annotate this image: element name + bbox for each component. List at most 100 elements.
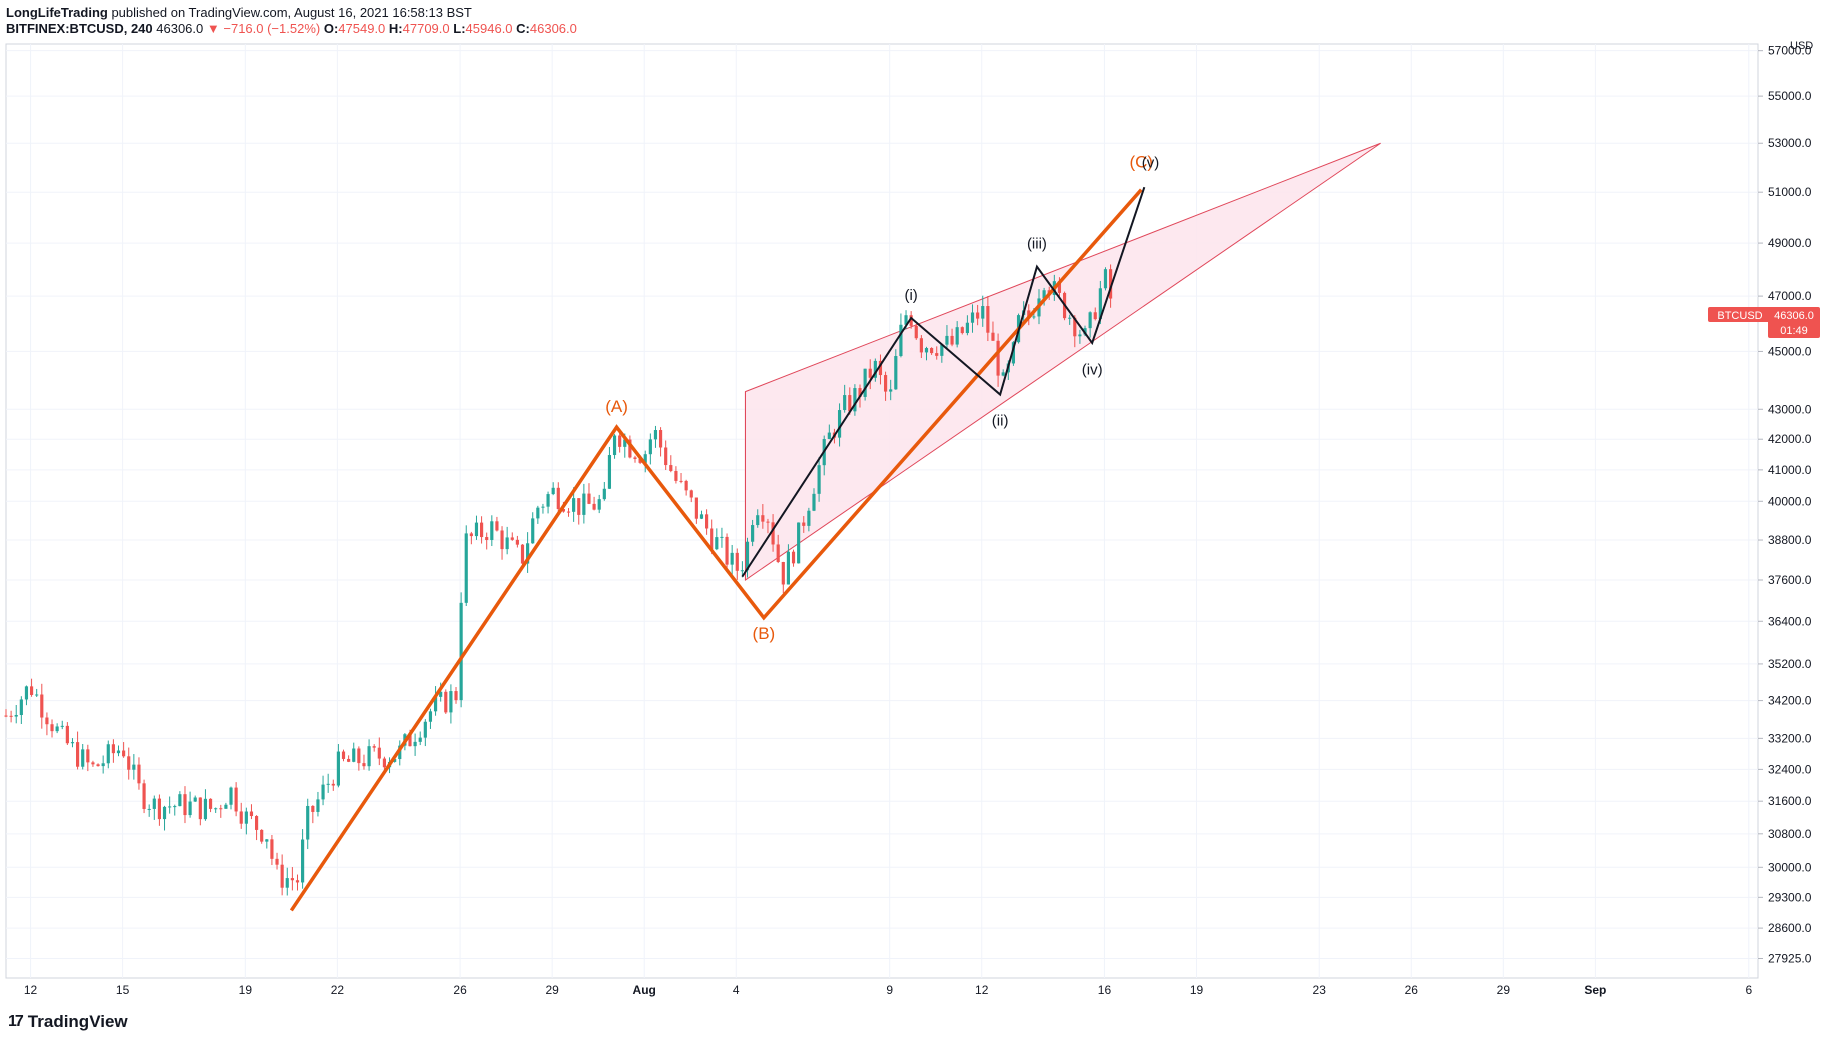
- candle-body: [935, 353, 939, 356]
- candle-body: [101, 763, 105, 767]
- candle-body: [653, 430, 658, 440]
- candle-body: [664, 447, 668, 466]
- candle-body: [341, 751, 346, 759]
- candle-body: [40, 694, 44, 718]
- price-change: ▼ −716.0 (−1.52%): [206, 21, 321, 36]
- author-name[interactable]: LongLifeTrading: [6, 5, 108, 20]
- candle-body: [618, 435, 622, 447]
- open-value: 47549.0: [338, 21, 386, 36]
- tradingview-logo[interactable]: 17 TradingView: [8, 1012, 128, 1032]
- x-tick-label: 26: [453, 983, 467, 997]
- candle-body: [582, 493, 586, 515]
- candle-body: [781, 561, 785, 585]
- candle-body: [81, 749, 85, 767]
- candle-body: [960, 327, 964, 334]
- candle-body: [70, 742, 75, 744]
- candle-body: [638, 458, 642, 463]
- candle-body: [24, 686, 29, 700]
- open-label: O:: [323, 21, 339, 36]
- candle-body: [643, 454, 647, 463]
- wave-labels: (A) (B) (C) (i) (ii) (iii) (iv) (v): [605, 152, 1159, 642]
- candle-body: [720, 536, 724, 538]
- y-tick-label: 55000.0: [1768, 89, 1812, 103]
- x-tick-label: Sep: [1584, 983, 1606, 997]
- candle-body: [357, 748, 361, 764]
- candle-body: [60, 725, 64, 727]
- plot-frame: [5, 43, 1759, 979]
- candle-body: [986, 306, 990, 333]
- candle-body: [771, 522, 775, 545]
- symbol-title[interactable]: BITFINEX:BTCUSD, 240: [6, 21, 153, 36]
- candle-body: [413, 741, 417, 747]
- price-axis[interactable]: USD 57000.0 55000.0 53000.0 51000.0 49000.0 4…: [1758, 40, 1813, 965]
- candle-body: [914, 325, 918, 339]
- candle-body: [510, 537, 514, 540]
- tradingview-logo-icon: 17: [8, 1013, 24, 1030]
- candle-body: [827, 432, 831, 440]
- candle-body: [577, 498, 581, 515]
- candle-body: [791, 551, 796, 564]
- candle-body: [1078, 334, 1082, 337]
- candle-body: [111, 744, 115, 754]
- candle-body: [883, 375, 888, 392]
- candle-body: [29, 686, 34, 695]
- y-tick-label: 31600.0: [1768, 794, 1812, 808]
- y-tick-label: 30000.0: [1768, 860, 1812, 874]
- wave-label: (B): [753, 624, 776, 643]
- candle-body: [433, 696, 438, 712]
- candle-body: [1103, 269, 1108, 289]
- candle-body: [127, 756, 131, 770]
- candle-body: [909, 315, 913, 326]
- time-axis[interactable]: 12 15 19 22 26 29 Aug 4 9 12 16 19 23 26 29 Sep 6: [24, 983, 1753, 997]
- candle-body: [474, 522, 479, 537]
- y-tick-label: 41000.0: [1768, 463, 1812, 477]
- low-label: L:: [453, 21, 466, 36]
- candle-body: [843, 395, 847, 411]
- candle-body: [924, 348, 929, 353]
- candle-body: [35, 694, 39, 696]
- last-price-tag: BTCUSD 46306.0 01:49: [1708, 307, 1820, 339]
- candle-body: [275, 858, 279, 865]
- candle-body: [710, 528, 714, 550]
- x-tick-label: 26: [1405, 983, 1419, 997]
- candle-body: [393, 759, 397, 762]
- candle-body: [132, 764, 136, 770]
- published-text: published on TradingView.com, August 16,…: [111, 5, 472, 20]
- y-tick-label: 38800.0: [1768, 533, 1812, 547]
- candle-body: [817, 465, 821, 494]
- candle-body: [858, 388, 862, 397]
- candle-body: [740, 570, 744, 572]
- candle-body: [444, 691, 448, 713]
- candle-body: [904, 315, 908, 325]
- candle-body: [362, 763, 366, 767]
- y-tick-label: 35200.0: [1768, 657, 1812, 671]
- y-tick-label: 42000.0: [1768, 432, 1812, 446]
- tradingview-logo-text: TradingView: [27, 1012, 128, 1031]
- candle-body: [505, 537, 509, 550]
- candle-body: [500, 530, 504, 550]
- candle-body: [725, 536, 729, 565]
- candle-body: [597, 499, 601, 510]
- candle-body: [193, 797, 197, 802]
- close-value: 46306.0: [529, 21, 577, 36]
- candle-body: [955, 327, 959, 345]
- candle-body: [91, 762, 95, 765]
- low-value: 45946.0: [465, 21, 513, 36]
- candle-body: [658, 430, 663, 448]
- candle-body: [152, 798, 156, 809]
- y-tick-label: 36400.0: [1768, 614, 1812, 628]
- candle-body: [1032, 316, 1036, 318]
- high-value: 47709.0: [402, 21, 450, 36]
- candle-body: [311, 805, 315, 812]
- candle-body: [756, 515, 760, 526]
- candle-body: [950, 335, 954, 345]
- candle-body: [280, 864, 284, 888]
- y-tick-label: 43000.0: [1768, 402, 1812, 416]
- currency-label[interactable]: USD: [1790, 40, 1813, 52]
- candle-body: [566, 511, 571, 513]
- candle-body: [270, 839, 274, 859]
- candle-body: [981, 306, 985, 319]
- candle-body: [116, 750, 121, 754]
- y-tick-label: 33200.0: [1768, 731, 1812, 745]
